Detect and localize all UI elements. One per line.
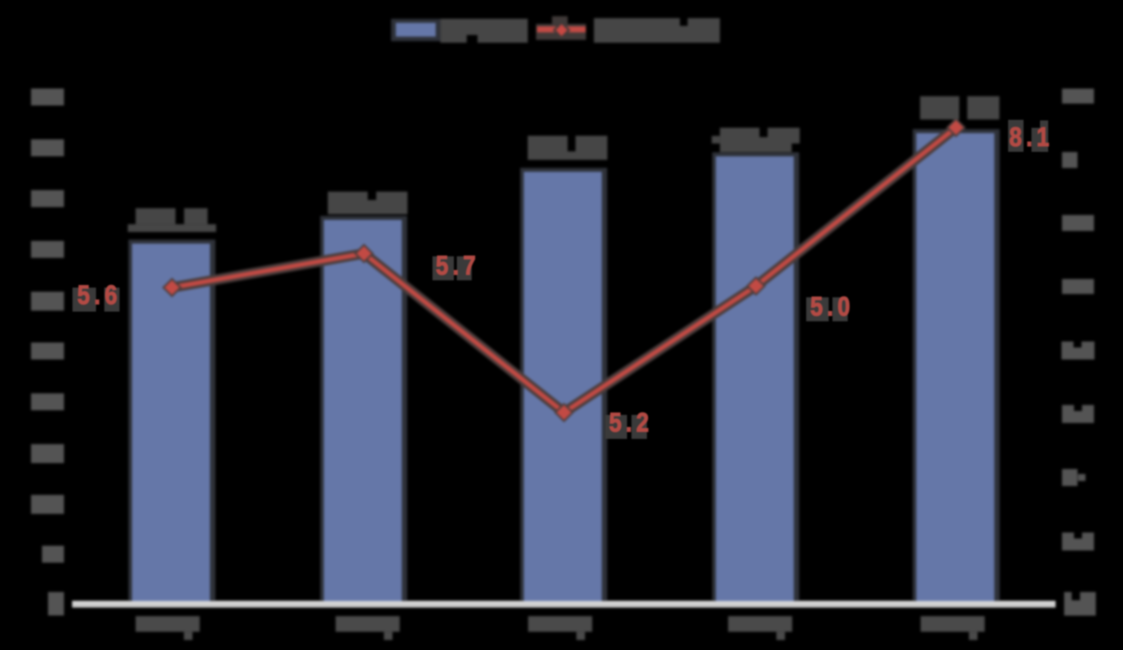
svg-text:5.7: 5.7 <box>436 251 480 281</box>
svg-text:5.2: 5.2 <box>609 407 653 437</box>
svg-text:5.6: 5.6 <box>77 280 121 310</box>
svg-text:5.0: 5.0 <box>810 292 854 322</box>
svg-text:8.1: 8.1 <box>1009 122 1053 152</box>
